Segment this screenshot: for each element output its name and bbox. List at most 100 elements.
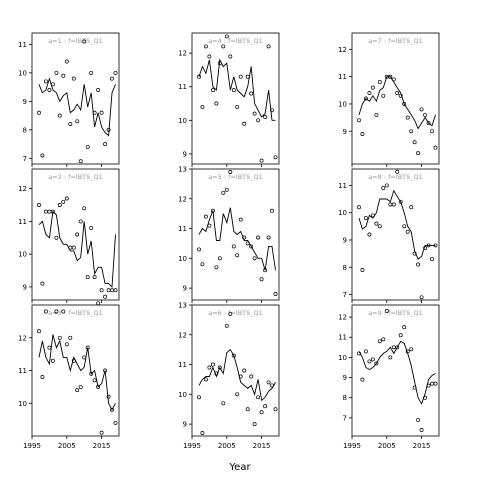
observation-point <box>249 374 254 379</box>
panel-a3: a=3 : f=IBTS_Q1 10 11 12 1995 2005 2015 <box>18 304 120 450</box>
observation-point <box>75 388 80 393</box>
observation-point <box>92 275 97 280</box>
observation-point <box>245 407 250 412</box>
observation-point <box>40 153 45 158</box>
observation-point <box>259 410 264 415</box>
observation-point <box>395 169 400 174</box>
observation-point <box>270 108 274 113</box>
fitted-line <box>38 334 116 411</box>
observation-point <box>96 384 101 389</box>
observation-point <box>71 358 76 363</box>
x-tick-label: 1995 <box>343 442 361 450</box>
observation-point <box>214 101 219 106</box>
observation-point <box>82 206 87 211</box>
panel-title: a=6 : f=IBTS_Q1 <box>208 309 263 317</box>
observation-point <box>50 209 55 214</box>
observation-point <box>426 383 431 388</box>
panel-a5: a=5 : f=IBTS_Q1 9 10 11 12 13 <box>178 166 280 303</box>
observation-point <box>235 392 240 397</box>
y-tick-label: 12 <box>18 185 27 193</box>
observation-point <box>391 345 396 350</box>
observation-point <box>43 209 48 214</box>
observation-point <box>398 93 403 98</box>
observation-point <box>210 362 215 367</box>
y-tick-label: 8 <box>343 394 347 402</box>
y-tick-label: 11 <box>178 361 187 369</box>
y-tick-label: 11 <box>18 41 27 49</box>
observation-point <box>221 190 226 195</box>
y-tick-label: 10 <box>178 117 187 125</box>
observation-point <box>252 111 257 116</box>
observation-point <box>433 243 438 248</box>
observation-point <box>259 158 264 163</box>
observation-point <box>75 232 80 237</box>
observation-point <box>405 349 410 354</box>
panel-a4: a=4 : f=IBTS_Q1 9 10 11 12 <box>178 32 280 167</box>
observation-point <box>210 88 215 93</box>
observation-point <box>64 59 69 64</box>
observation-point <box>357 118 361 123</box>
x-tick-label: 2005 <box>378 442 396 450</box>
panel-frame <box>191 32 280 165</box>
observation-point <box>99 110 104 115</box>
observation-point <box>57 113 62 118</box>
panel-grid: a=1 : f=IBTS_Q1 7 8 9 10 11 a=2 : f=IBTS_Q1 9 10… <box>18 32 440 450</box>
observation-point <box>412 140 417 145</box>
panel-frame <box>191 304 280 437</box>
observation-point <box>238 217 243 222</box>
observation-point <box>391 77 396 82</box>
observation-point <box>231 353 236 358</box>
y-tick-label: 10 <box>338 209 347 217</box>
observation-point <box>256 118 261 123</box>
observation-point <box>388 202 393 207</box>
observation-point <box>256 235 261 240</box>
observation-point <box>57 335 62 340</box>
observation-point <box>377 224 382 229</box>
panel-a1: a=1 : f=IBTS_Q1 7 8 9 10 11 <box>18 32 120 167</box>
observation-point <box>89 70 94 75</box>
observation-point <box>207 365 212 370</box>
observation-point <box>245 241 250 246</box>
observation-point <box>360 268 365 272</box>
y-tick-label: 9 <box>343 374 347 382</box>
y-tick-label: 8 <box>343 264 347 272</box>
panel-a2: a=2 : f=IBTS_Q1 9 10 11 12 <box>18 168 120 306</box>
y-tick-label: 12 <box>178 50 187 58</box>
observation-point <box>363 349 368 354</box>
observation-point <box>40 375 45 379</box>
observation-point <box>374 221 379 226</box>
observation-point <box>78 384 83 389</box>
fitted-line <box>198 349 276 402</box>
observation-point <box>203 214 208 219</box>
panel-frame <box>351 168 440 301</box>
observation-point <box>409 347 414 352</box>
observation-point <box>363 96 368 101</box>
x-tick-label: 2015 <box>253 442 271 450</box>
observation-point <box>235 104 240 109</box>
observation-point <box>47 209 52 214</box>
observation-point <box>110 76 114 81</box>
observation-point <box>416 417 421 422</box>
x-tick-label: 2015 <box>413 442 431 450</box>
panel-frame <box>31 32 120 165</box>
observation-point <box>273 407 278 412</box>
observation-point <box>50 82 55 87</box>
observation-point <box>43 79 48 84</box>
y-tick-label: 10 <box>18 69 27 77</box>
observation-point <box>210 208 215 213</box>
observation-point <box>200 262 205 267</box>
observation-point <box>99 288 104 293</box>
y-tick-label: 11 <box>18 218 27 226</box>
observation-point <box>221 401 226 406</box>
observation-point <box>370 357 375 362</box>
observation-point <box>228 311 233 316</box>
y-tick-label: 7 <box>343 291 347 299</box>
observation-point <box>85 144 90 149</box>
y-tick-label: 10 <box>18 400 27 408</box>
panel-title: a=5 : f=IBTS_Q1 <box>208 173 263 181</box>
observation-point <box>270 208 274 213</box>
observation-point <box>110 407 114 412</box>
x-tick-label: 1995 <box>183 442 201 450</box>
fitted-line <box>198 58 276 121</box>
